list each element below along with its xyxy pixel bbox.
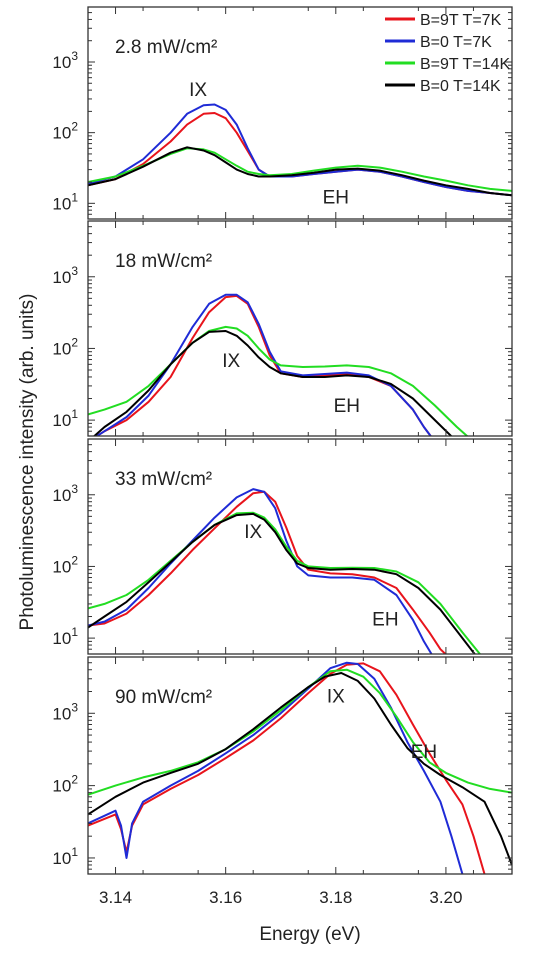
- y-tick-label: 101: [52, 190, 78, 213]
- series-line-4: [88, 672, 512, 866]
- panel-title: 2.8 mW/cm²: [115, 37, 217, 58]
- y-tick-base: 10: [52, 53, 71, 72]
- panel-title: 33 mW/cm²: [115, 469, 212, 490]
- legend: B=9T T=7K B=0 T=7K B=9T T=14K B=0 T=14K: [385, 12, 510, 95]
- panel-frame: [87, 656, 513, 875]
- y-tick-exponent: 2: [71, 335, 78, 349]
- y-tick-exponent: 1: [71, 845, 78, 859]
- y-tick-exponent: 1: [71, 407, 78, 421]
- y-tick-label: 103: [52, 264, 78, 287]
- y-tick-label: 102: [52, 335, 78, 358]
- annotation-eh: EH: [372, 609, 398, 630]
- annotation-ix: IX: [244, 522, 262, 543]
- series-line-1: [88, 490, 447, 654]
- x-tick-label: 3.14: [99, 888, 132, 907]
- series-line-1: [88, 112, 512, 197]
- series-line-1: [95, 294, 432, 436]
- y-tick-base: 10: [52, 486, 71, 505]
- legend-label: B=0 T=7K: [420, 34, 492, 51]
- y-tick-exponent: 1: [71, 625, 78, 639]
- series-line-3: [88, 668, 512, 796]
- y-tick-base: 10: [52, 629, 71, 648]
- annotation-ix: IX: [222, 351, 240, 372]
- series-line-4: [88, 512, 476, 654]
- y-tick-exponent: 1: [71, 190, 78, 204]
- series-line-3: [88, 325, 469, 436]
- series-line-2: [95, 293, 432, 436]
- x-tick-label: 3.16: [209, 888, 242, 907]
- series-line-3: [88, 147, 512, 192]
- y-tick-exponent: 3: [71, 49, 78, 63]
- y-tick-label: 103: [52, 49, 78, 72]
- y-tick-base: 10: [52, 849, 71, 868]
- y-tick-exponent: 2: [71, 553, 78, 567]
- y-tick-base: 10: [52, 704, 71, 723]
- x-axis-title: Energy (eV): [259, 924, 360, 945]
- annotation-ix: IX: [327, 687, 345, 708]
- legend-label: B=9T T=14K: [420, 56, 510, 73]
- x-tick-labels: 3.14 3.16 3.18 3.20: [99, 888, 462, 907]
- y-tick-label: 101: [52, 625, 78, 648]
- series-group: [88, 661, 512, 874]
- y-tick-base: 10: [52, 268, 71, 287]
- annotation-eh: EH: [323, 187, 349, 208]
- y-tick-label: 103: [52, 482, 78, 505]
- y-axis-title: Photoluminescence intensity (arb. units): [17, 294, 38, 631]
- panel-frame: [87, 438, 513, 655]
- y-tick-label: 103: [52, 700, 78, 723]
- y-tick-exponent: 2: [71, 773, 78, 787]
- y-tick-exponent: 3: [71, 700, 78, 714]
- panel-frame: [87, 6, 513, 220]
- series-line-2: [88, 488, 433, 654]
- annotation-eh: EH: [411, 742, 437, 763]
- legend-label: B=0 T=14K: [420, 78, 501, 95]
- annotation-ix: IX: [189, 80, 207, 101]
- y-tick-exponent: 3: [71, 264, 78, 278]
- series-line-3: [88, 511, 482, 654]
- panel-title: 90 mW/cm²: [115, 687, 212, 708]
- y-tick-exponent: 2: [71, 120, 78, 134]
- y-tick-base: 10: [52, 194, 71, 213]
- y-tick-base: 10: [52, 411, 71, 430]
- y-tick-label: 102: [52, 773, 78, 796]
- y-tick-base: 10: [52, 557, 71, 576]
- series-line-4: [88, 146, 512, 197]
- y-tick-exponent: 3: [71, 482, 78, 496]
- y-tick-base: 10: [52, 777, 71, 796]
- series-group: [88, 488, 482, 654]
- y-tick-label: 102: [52, 120, 78, 143]
- series-line-4: [92, 330, 453, 436]
- y-tick-label: 102: [52, 553, 78, 576]
- y-tick-label: 101: [52, 845, 78, 868]
- y-tick-base: 10: [52, 124, 71, 143]
- panel-frame: [87, 220, 513, 437]
- series-group: [88, 103, 512, 197]
- legend-label: B=9T T=7K: [420, 12, 502, 29]
- series-group: [88, 293, 469, 436]
- annotation-eh: EH: [334, 396, 360, 417]
- x-tick-label: 3.20: [429, 888, 462, 907]
- y-tick-base: 10: [52, 339, 71, 358]
- panel-title: 18 mW/cm²: [115, 251, 212, 272]
- y-tick-label: 101: [52, 407, 78, 430]
- x-tick-label: 3.18: [319, 888, 352, 907]
